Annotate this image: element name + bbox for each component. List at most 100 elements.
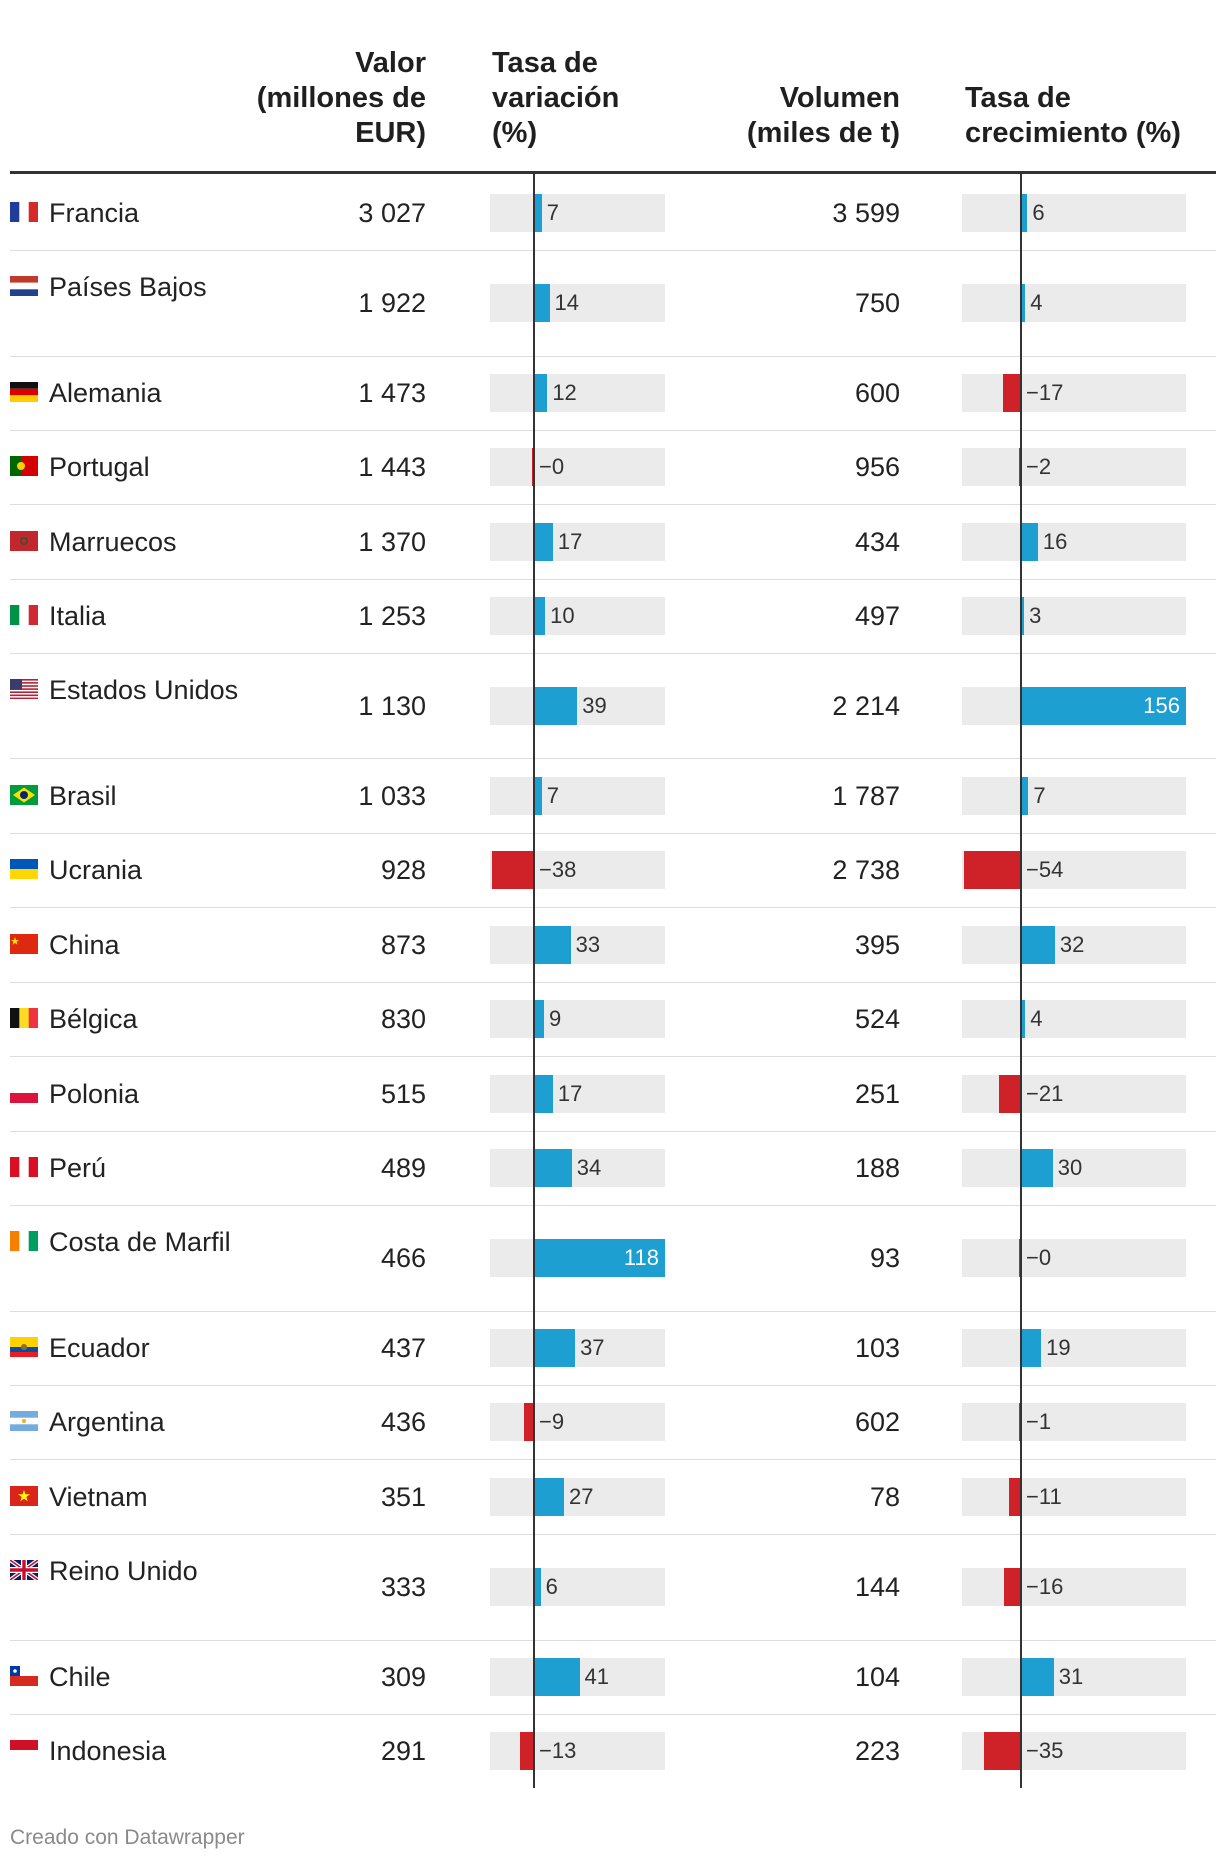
flag-be-icon: [10, 1008, 38, 1028]
tasa-variacion-nl-bar[interactable]: [534, 284, 550, 322]
header-volumen[interactable]: Volumen (miles de t): [746, 82, 900, 149]
country-name: Polonia: [49, 1078, 140, 1109]
tasa-variacion-vn-bar[interactable]: [534, 1477, 564, 1516]
country-name: Marruecos: [49, 526, 177, 557]
tasa-crecimiento-it-track: 3: [962, 597, 1186, 635]
volumen-cell: 93: [869, 1243, 900, 1273]
country-cell-vn: Vietnam: [10, 1481, 240, 1513]
tasa-crecimiento-cl-bar[interactable]: [1021, 1658, 1054, 1696]
tasa-variacion-ar-bar[interactable]: [524, 1403, 534, 1441]
country-name: Perú: [49, 1153, 107, 1183]
country-name: Brasil: [49, 780, 117, 811]
country-name: Países Bajos: [49, 272, 207, 302]
tasa-crecimiento-pe-bar[interactable]: [1021, 1149, 1053, 1187]
country-name: Alemania: [49, 378, 162, 408]
tasa-variacion-pt-track: −0: [490, 448, 665, 486]
flag-cn-icon: [10, 933, 38, 954]
tasa-crecimiento-pt-bar[interactable]: [1018, 448, 1021, 486]
tasa-crecimiento-ua-bar[interactable]: [963, 851, 1021, 889]
tasa-variacion-pe-bar[interactable]: [534, 1149, 572, 1187]
tasa-variacion-fr-track: 7: [490, 194, 665, 232]
country-name: Vietnam: [49, 1481, 148, 1512]
valor-cell: 928: [380, 855, 426, 885]
tasa-crecimiento-ec-label: 19: [1046, 1335, 1071, 1360]
tasa-variacion-ma-track: 17: [490, 522, 665, 561]
country-name: China: [49, 929, 120, 960]
country-cell-pt: Portugal: [10, 451, 240, 483]
tasa-crecimiento-pl-bar[interactable]: [998, 1074, 1021, 1113]
tasa-variacion-us-track: 39: [490, 686, 665, 725]
country-cell-fr: Francia: [10, 197, 240, 229]
tasa-crecimiento-it-bar[interactable]: [1021, 597, 1025, 635]
tasa-crecimiento-gb-label: −16: [1026, 1574, 1064, 1599]
tasa-variacion-br-bar[interactable]: [534, 776, 542, 815]
tasa-crecimiento-vn-bar[interactable]: [1009, 1477, 1021, 1516]
row-divider: [10, 1131, 1216, 1132]
tasa-variacion-id-bar[interactable]: [519, 1732, 534, 1770]
tasa-crecimiento-de-bar[interactable]: [1003, 374, 1021, 412]
tasa-crecimiento-ci-label: −0: [1026, 1245, 1052, 1270]
tasa-variacion-de-bar[interactable]: [534, 374, 548, 412]
tasa-crecimiento-de-label: −17: [1026, 380, 1064, 405]
tasa-crecimiento-ec-bar[interactable]: [1021, 1329, 1042, 1367]
tasa-variacion-cl-bar[interactable]: [534, 1658, 580, 1696]
country-cell-it: Italia: [10, 600, 240, 632]
header-rule: [10, 171, 1216, 174]
country-cell-cl: Chile: [10, 1661, 240, 1693]
tasa-variacion-fr-label: 7: [546, 200, 560, 225]
tasa-crecimiento-pl-track: −21: [962, 1074, 1186, 1113]
tasa-variacion-fr-bar[interactable]: [534, 194, 542, 232]
header-tasa-crecimiento[interactable]: Tasa de crecimiento (%): [965, 82, 1181, 149]
tasa-variacion-be-bar[interactable]: [534, 1000, 544, 1038]
tasa-variacion-ua-track: −38: [490, 851, 665, 889]
tasa-variacion-pl-bar[interactable]: [534, 1074, 553, 1113]
flag-ci-icon: [10, 1231, 38, 1251]
header-tasa-variacion[interactable]: Tasa de variación (%): [492, 47, 620, 149]
volumen-cell: 78: [869, 1481, 900, 1512]
tasa-crecimiento-us-bar[interactable]: [1021, 686, 1186, 725]
tasa-variacion-be-track: 9: [490, 1000, 665, 1038]
tasa-crecimiento-ma-bar[interactable]: [1021, 522, 1038, 561]
tasa-crecimiento-pt-label: −2: [1026, 454, 1052, 479]
tasa-variacion-de-track: 12: [490, 374, 665, 412]
tasa-variacion-ua-bar[interactable]: [491, 851, 534, 889]
tasa-crecimiento-id-bar[interactable]: [983, 1732, 1021, 1770]
tasa-variacion-ci-bar[interactable]: [534, 1239, 665, 1277]
tasa-crecimiento-gb-bar[interactable]: [1004, 1568, 1021, 1606]
tasa-crecimiento-fr-bar[interactable]: [1021, 194, 1028, 232]
row-divider: [10, 1311, 1216, 1312]
flag-de-icon: [10, 382, 38, 402]
tasa-variacion-ma-bar[interactable]: [534, 522, 553, 561]
country-name: Chile: [49, 1662, 111, 1692]
tasa-variacion-us-bar[interactable]: [534, 686, 578, 725]
header-valor[interactable]: Valor (millones de EUR): [256, 47, 426, 149]
row-divider: [10, 1640, 1216, 1641]
volumen-cell: 524: [854, 1004, 900, 1034]
tasa-crecimiento-nl-bar[interactable]: [1021, 284, 1026, 322]
volumen-cell: 223: [854, 1736, 900, 1766]
tasa-crecimiento-ma-track: 16: [962, 522, 1186, 561]
flag-vn-icon: [10, 1485, 38, 1506]
tasa-variacion-cn-bar[interactable]: [534, 925, 571, 964]
tasa-crecimiento-be-bar[interactable]: [1021, 1000, 1026, 1038]
tasa-variacion-cl-track: 41: [490, 1658, 665, 1696]
country-name: Ucrania: [49, 855, 143, 885]
row-divider: [10, 758, 1216, 759]
tasa-variacion-gb-bar[interactable]: [534, 1568, 541, 1606]
tasa-crecimiento-cn-bar[interactable]: [1021, 925, 1055, 964]
flag-gb-icon: [10, 1560, 38, 1580]
row-divider: [10, 982, 1216, 983]
tasa-variacion-ec-bar[interactable]: [534, 1329, 576, 1367]
country-cell-id: Indonesia: [10, 1735, 240, 1767]
valor-cell: 1 033: [358, 780, 426, 811]
tasa-crecimiento-id-label: −35: [1026, 1738, 1064, 1763]
country-name: Ecuador: [49, 1333, 150, 1363]
tasa-crecimiento-br-bar[interactable]: [1021, 776, 1029, 815]
tasa-crecimiento-ar-label: −1: [1026, 1409, 1052, 1434]
volumen-cell: 2 214: [832, 690, 900, 721]
tasa-variacion-ci-track: 118: [490, 1239, 665, 1277]
tasa-variacion-it-bar[interactable]: [534, 597, 546, 635]
tasa-variacion-ci-label: 118: [623, 1245, 659, 1270]
tasa-crecimiento-ar-track: −1: [962, 1403, 1186, 1441]
country-cell-pe: Perú: [10, 1152, 240, 1184]
